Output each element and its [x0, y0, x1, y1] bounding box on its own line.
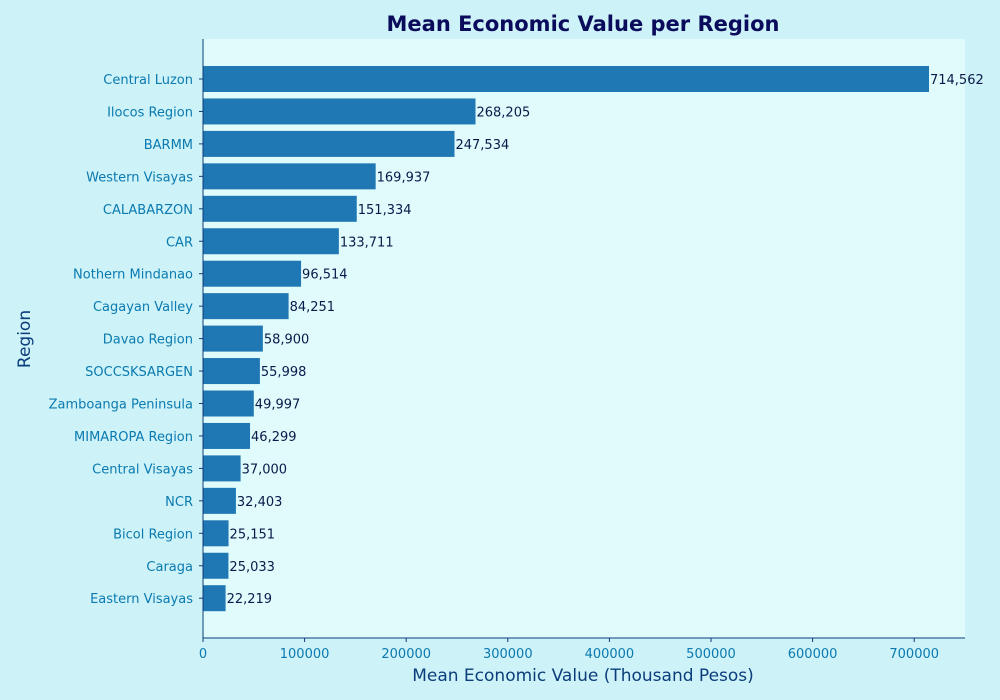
bar-value-label: 133,711 — [340, 235, 394, 250]
category-label: Cagayan Valley — [93, 300, 193, 315]
bar-value-label: 25,151 — [230, 527, 275, 542]
bar-value-label: 151,334 — [358, 203, 412, 218]
category-label: CALABARZON — [103, 203, 193, 218]
bar-value-label: 268,205 — [476, 105, 530, 120]
category-label: NCR — [165, 495, 193, 510]
bar — [203, 585, 226, 612]
bar-value-label: 247,534 — [455, 138, 509, 153]
bar — [203, 163, 376, 190]
category-label: Bicol Region — [113, 527, 193, 542]
bar — [203, 293, 289, 320]
bar-value-label: 49,997 — [255, 398, 300, 413]
bar-value-label: 58,900 — [264, 333, 310, 348]
category-label: Central Visayas — [92, 462, 193, 477]
bar — [203, 325, 263, 352]
category-label: Nothern Mindanao — [73, 268, 193, 283]
category-label: Caraga — [146, 560, 193, 575]
bar — [203, 260, 302, 287]
x-tick-label: 400000 — [585, 647, 635, 662]
x-tick-label: 300000 — [483, 647, 533, 662]
category-label: SOCCSKSARGEN — [85, 365, 193, 380]
bar — [203, 520, 229, 547]
plot-area — [203, 39, 965, 638]
category-label: Eastern Visayas — [90, 592, 193, 607]
category-label: CAR — [166, 235, 193, 250]
x-tick-label: 100000 — [280, 647, 330, 662]
x-tick-label: 600000 — [788, 647, 838, 662]
bar — [203, 66, 929, 92]
x-tick-label: 700000 — [889, 647, 939, 662]
bars-group: 714,562 268,205 247,534 169,937 151,334 133,7… — [203, 66, 984, 612]
x-tick-label: 200000 — [381, 647, 431, 662]
bar — [203, 487, 236, 514]
bar — [203, 552, 229, 579]
x-tick-label: 0 — [199, 647, 207, 662]
bar-value-label: 22,219 — [227, 592, 273, 607]
bar-value-label: 32,403 — [237, 495, 283, 510]
x-tick-label: 500000 — [686, 647, 736, 662]
category-label: Zamboanga Peninsula — [49, 398, 193, 413]
bar-value-label: 169,937 — [377, 170, 431, 185]
bar — [203, 455, 241, 482]
category-label: BARMM — [144, 138, 193, 153]
bar-value-label: 37,000 — [242, 462, 287, 477]
bar-value-label: 25,033 — [229, 560, 275, 575]
chart-title: Mean Economic Value per Region — [387, 12, 780, 36]
category-label: MIMAROPA Region — [74, 430, 193, 445]
bar — [203, 228, 339, 255]
bar — [203, 98, 476, 125]
y-axis-title: Region — [15, 310, 35, 368]
bar — [203, 195, 357, 222]
bar-value-label: 714,562 — [930, 73, 984, 88]
category-label: Ilocos Region — [107, 105, 193, 120]
x-axis-title: Mean Economic Value (Thousand Pesos) — [412, 666, 754, 686]
ticks-group: Central Luzon Ilocos Region BARMM Western V… — [49, 73, 939, 662]
bar — [203, 130, 455, 157]
bar-value-label: 55,998 — [261, 365, 307, 380]
category-label: Central Luzon — [103, 73, 193, 88]
category-label: Western Visayas — [86, 170, 193, 185]
bar-value-label: 96,514 — [302, 268, 348, 283]
bar — [203, 390, 254, 417]
bar — [203, 358, 260, 385]
bar-value-label: 46,299 — [251, 430, 297, 445]
category-label: Davao Region — [103, 333, 193, 348]
bar-value-label: 84,251 — [290, 300, 336, 315]
bar — [203, 422, 251, 449]
